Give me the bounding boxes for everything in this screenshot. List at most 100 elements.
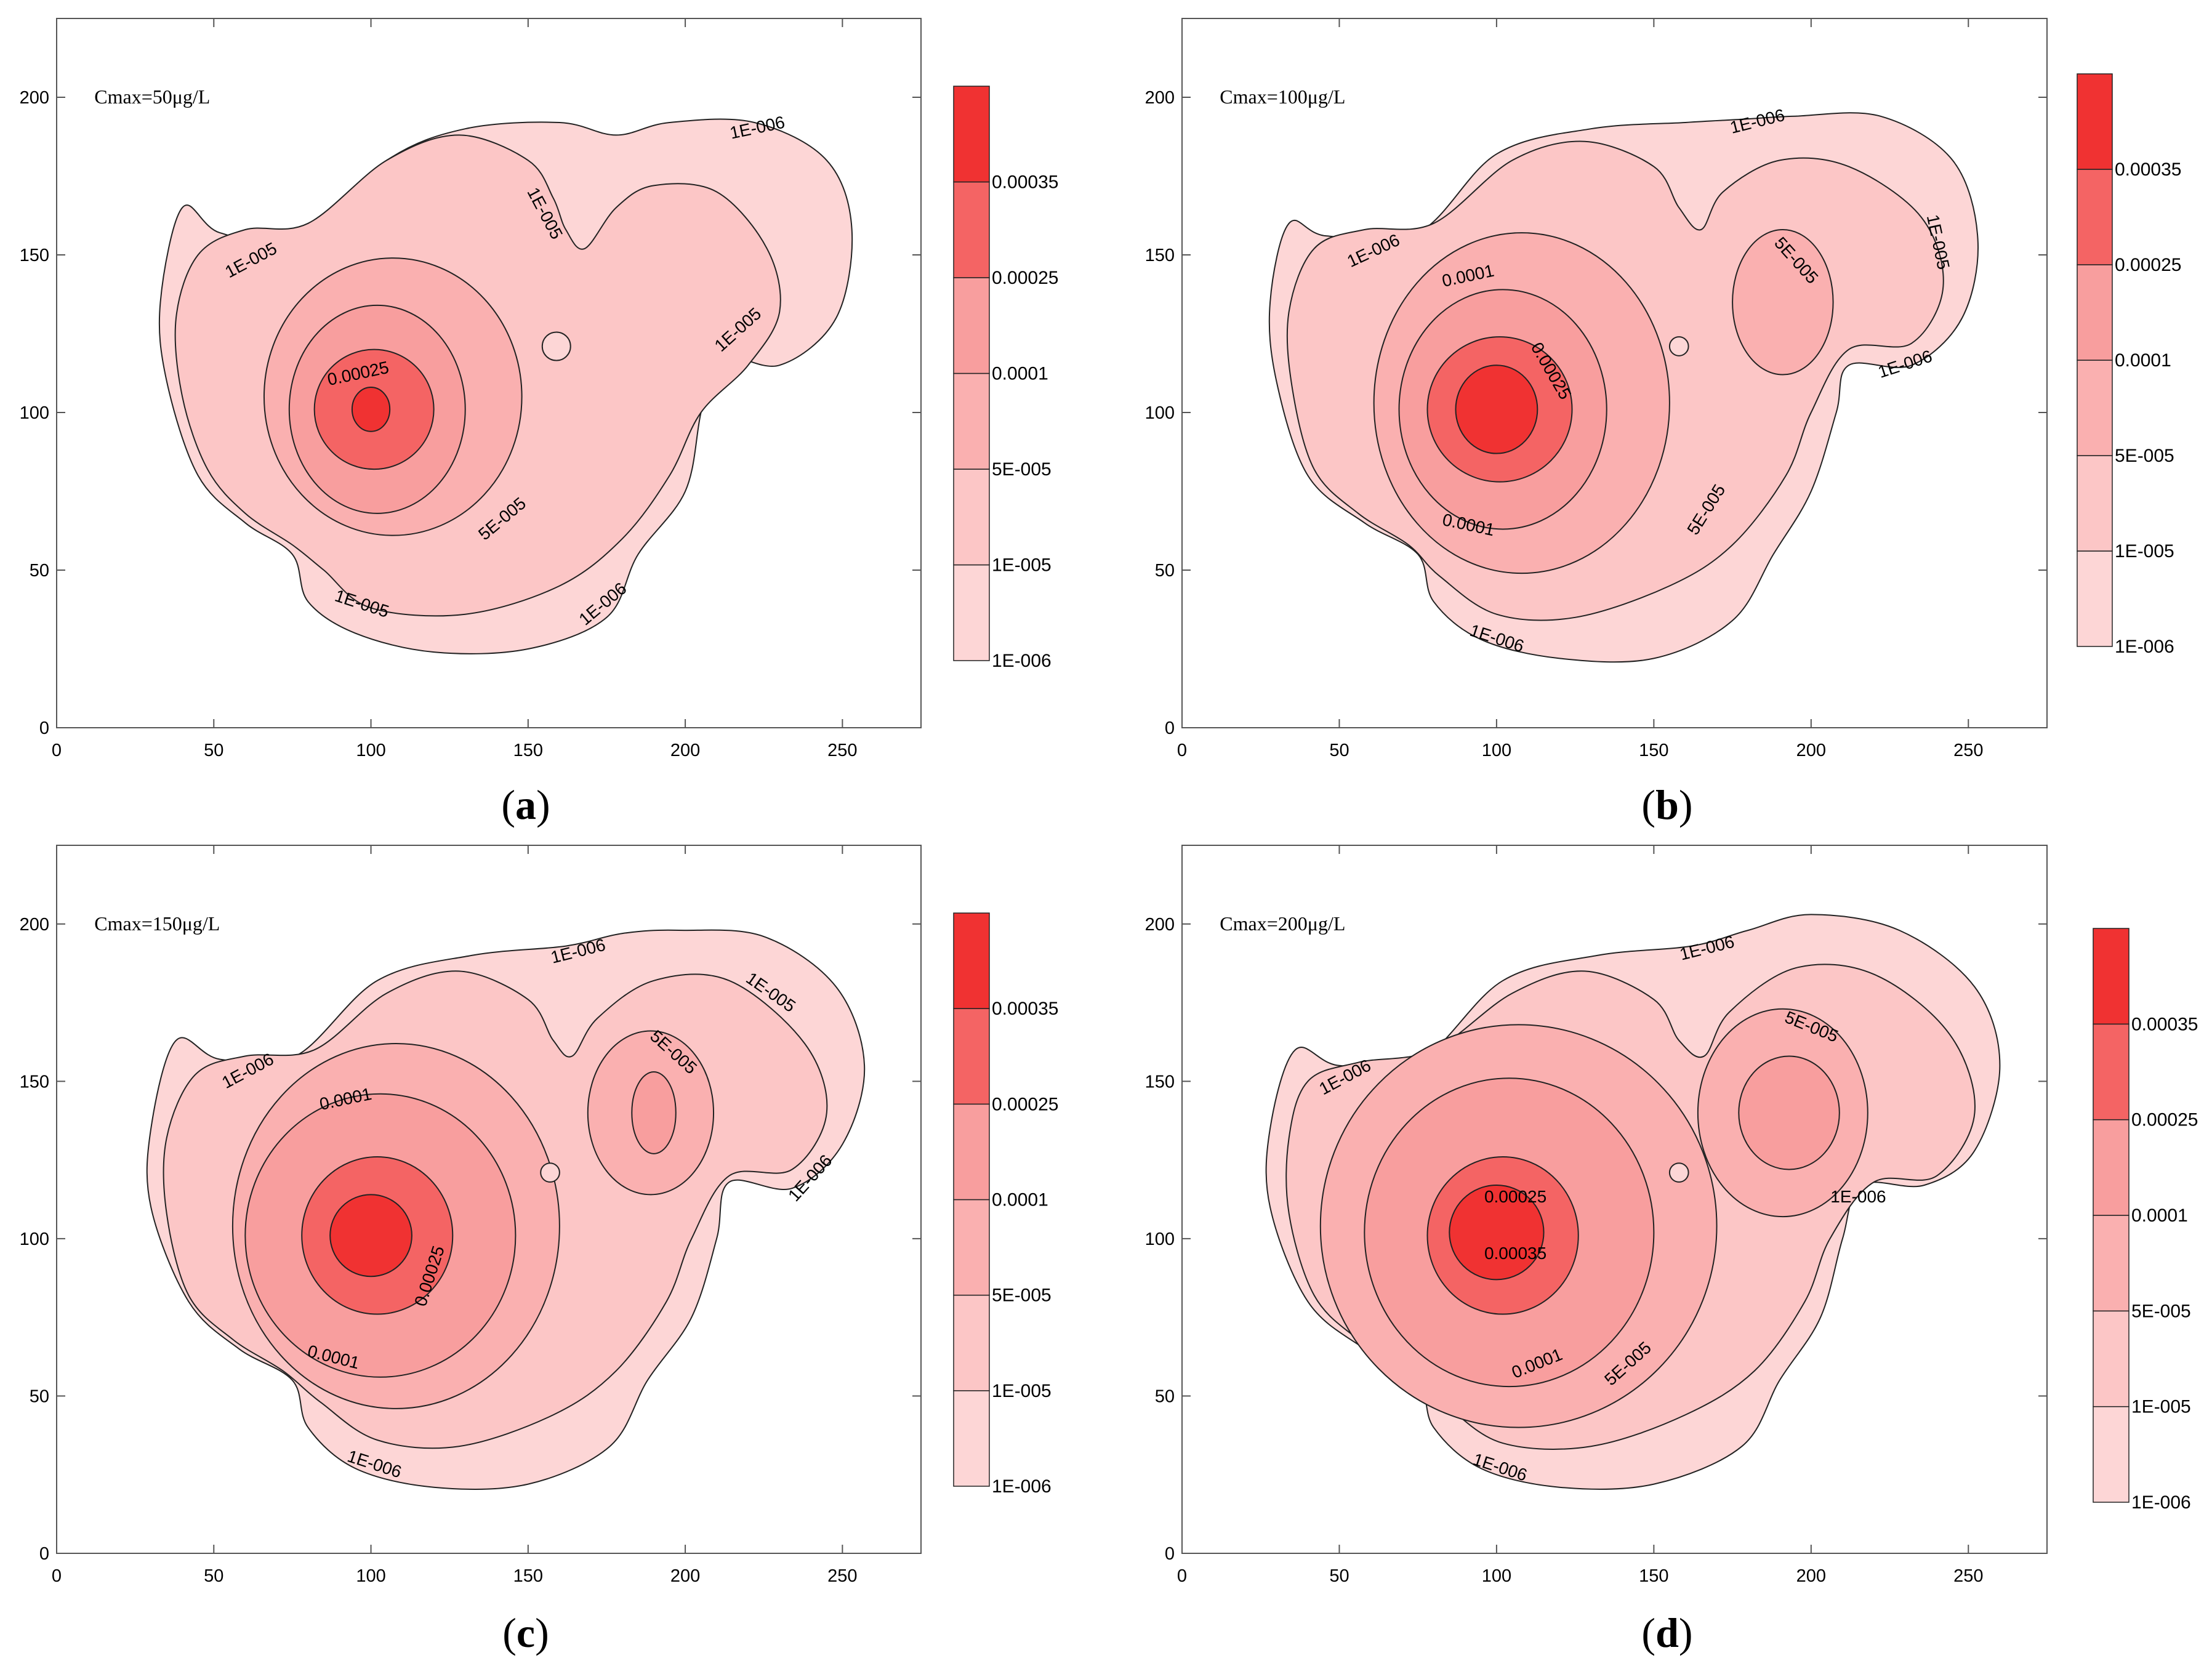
panel-d-xtick-label-0: 0 <box>1177 1566 1187 1586</box>
panel-a-colorbar-label-3: 0.0001 <box>992 364 1048 384</box>
panel-a-colorbar-swatch-3 <box>953 277 990 374</box>
panel-b-colorbar-label-3: 0.0001 <box>2115 350 2171 371</box>
panel-b-colorbar-swatch-5 <box>2077 73 2113 170</box>
panel-a-ytick-label-4: 200 <box>20 88 49 108</box>
panel-d-region-5 <box>1449 1185 1545 1281</box>
panel-c-colorbar-label-3: 0.0001 <box>992 1190 1048 1210</box>
panel-b-xtick-label-0: 0 <box>1177 741 1187 760</box>
panel-b-caption: (b) <box>1641 781 1692 828</box>
panel-a-xtick-label-3: 150 <box>513 741 543 760</box>
panel-b-ytick-label-0: 0 <box>1165 718 1175 738</box>
panel-d-colorbar-swatch-5 <box>2093 928 2130 1025</box>
panel-d-colorbar-label-5: 0.00035 <box>2131 1014 2198 1034</box>
panel-c-island-0 <box>540 1162 560 1183</box>
panel-b-xtick-label-2: 100 <box>1482 741 1511 760</box>
panel-c-colorbar-swatch-3 <box>953 1103 990 1201</box>
panel-a-region-5 <box>351 387 391 432</box>
panel-a-colorbar-label-4: 0.00025 <box>992 268 1058 288</box>
panel-d-colorbar-swatch-4 <box>2093 1023 2130 1121</box>
panel-a-xtick-label-2: 100 <box>356 741 385 760</box>
panel-c-colorbar-swatch-5 <box>953 912 990 1009</box>
panel-d-contour-label-5: 1E-006 <box>1830 1187 1886 1206</box>
panel-b-colorbar-swatch-2 <box>2077 360 2113 456</box>
panel-d-contours: 1E-0065E-0051E-0060.000250.000351E-0060.… <box>1265 914 2001 1490</box>
panel-d-caption: (d) <box>1641 1609 1692 1656</box>
panel-d-contour-label-3: 0.00025 <box>1484 1187 1546 1206</box>
panel-d-colorbar-swatch-0 <box>2093 1406 2130 1503</box>
panel-d-secondary-region-1 <box>1738 1055 1840 1170</box>
panel-b-xtick-label-3: 150 <box>1639 741 1668 760</box>
panel-d-colorbar-label-4: 0.00025 <box>2131 1110 2198 1130</box>
panel-a-colorbar-label-0: 1E-006 <box>992 651 1052 671</box>
panel-c-ytick-label-2: 100 <box>20 1229 49 1249</box>
panel-d-ytick-label-2: 100 <box>1145 1229 1175 1249</box>
panel-b-colorbar-swatch-1 <box>2077 455 2113 552</box>
panel-a-cmax-annotation: Cmax=50μg/L <box>94 86 210 108</box>
panel-a-xtick-label-1: 50 <box>204 741 223 760</box>
panel-c-colorbar-label-5: 0.00035 <box>992 999 1058 1019</box>
panel-d-colorbar-label-0: 1E-006 <box>2131 1492 2191 1513</box>
panel-c-colorbar-swatch-0 <box>953 1390 990 1487</box>
panel-a-colorbar-swatch-4 <box>953 181 990 278</box>
panel-c-xtick-label-3: 150 <box>513 1566 543 1586</box>
panel-a-ytick-label-2: 100 <box>20 403 49 423</box>
panel-d-xtick-label-2: 100 <box>1482 1566 1511 1586</box>
panel-b-cmax-annotation: Cmax=100μg/L <box>1220 86 1345 108</box>
panel-d-colorbar-swatch-1 <box>2093 1310 2130 1407</box>
panel-c-xtick-label-1: 50 <box>204 1566 223 1586</box>
panel-c-xtick-label-2: 100 <box>356 1566 385 1586</box>
panel-c-xtick-label-5: 250 <box>827 1566 857 1586</box>
panel-c-colorbar-label-1: 1E-005 <box>992 1381 1052 1401</box>
panel-d-ytick-label-4: 200 <box>1145 915 1175 935</box>
panel-b-colorbar-label-5: 0.00035 <box>2115 159 2181 180</box>
panel-a-xtick-label-0: 0 <box>52 741 62 760</box>
panel-d-contour-label-4: 0.00035 <box>1484 1244 1546 1263</box>
panel-c-secondary-region-1 <box>631 1071 677 1154</box>
panel-c-cmax-annotation: Cmax=150μg/L <box>94 912 220 935</box>
panel-a: 1E-0061E-0051E-0051E-0050.000255E-0051E-… <box>20 18 1058 828</box>
panel-c-colorbar-swatch-4 <box>953 1008 990 1105</box>
panel-d-ytick-label-0: 0 <box>1165 1544 1175 1564</box>
panel-b-ytick-label-4: 200 <box>1145 88 1175 108</box>
panel-d-xtick-label-3: 150 <box>1639 1566 1668 1586</box>
panel-d-colorbar-label-2: 5E-005 <box>2131 1301 2191 1321</box>
panel-c-ytick-label-4: 200 <box>20 915 49 935</box>
panel-c-colorbar-label-4: 0.00025 <box>992 1094 1058 1114</box>
panel-b-ytick-label-1: 50 <box>1155 561 1175 581</box>
panel-a-ytick-label-3: 150 <box>20 246 49 265</box>
panel-a-island-0 <box>541 331 571 361</box>
panel-a-colorbar-swatch-1 <box>953 469 990 566</box>
panel-d-xtick-label-1: 50 <box>1329 1566 1349 1586</box>
panel-d-cmax-annotation: Cmax=200μg/L <box>1220 912 1345 935</box>
panel-b-colorbar-swatch-4 <box>2077 169 2113 265</box>
panel-d-xtick-label-4: 200 <box>1796 1566 1826 1586</box>
panel-d-colorbar-swatch-3 <box>2093 1119 2130 1216</box>
panel-a-ytick-label-1: 50 <box>30 561 49 581</box>
panel-b-colorbar-label-4: 0.00025 <box>2115 255 2181 275</box>
panel-b-region-5 <box>1455 364 1538 454</box>
panel-b-ytick-label-3: 150 <box>1145 246 1175 265</box>
panel-d-colorbar-swatch-2 <box>2093 1215 2130 1312</box>
panel-c-colorbar-label-0: 1E-006 <box>992 1476 1052 1497</box>
panel-b-colorbar-swatch-0 <box>2077 550 2113 647</box>
panel-a-xtick-label-4: 200 <box>670 741 700 760</box>
panel-a-xtick-label-5: 250 <box>827 741 857 760</box>
panel-c-xtick-label-0: 0 <box>52 1566 62 1586</box>
panel-b-xtick-label-4: 200 <box>1796 741 1826 760</box>
panel-d-xtick-label-5: 250 <box>1953 1566 1983 1586</box>
panel-c-colorbar-swatch-2 <box>953 1199 990 1296</box>
panel-d-ytick-label-3: 150 <box>1145 1072 1175 1092</box>
panel-d-colorbar-label-3: 0.0001 <box>2131 1205 2188 1226</box>
panel-c-ytick-label-3: 150 <box>20 1072 49 1092</box>
panel-c-colorbar-swatch-1 <box>953 1294 990 1391</box>
panel-c-ytick-label-0: 0 <box>39 1544 49 1564</box>
panel-b-colorbar-label-0: 1E-006 <box>2115 637 2174 657</box>
panel-a-colorbar-label-5: 0.00035 <box>992 172 1058 193</box>
panel-d-island-0 <box>1668 1162 1689 1183</box>
panel-c-caption: (c) <box>502 1609 549 1656</box>
panel-b-xtick-label-5: 250 <box>1953 741 1983 760</box>
